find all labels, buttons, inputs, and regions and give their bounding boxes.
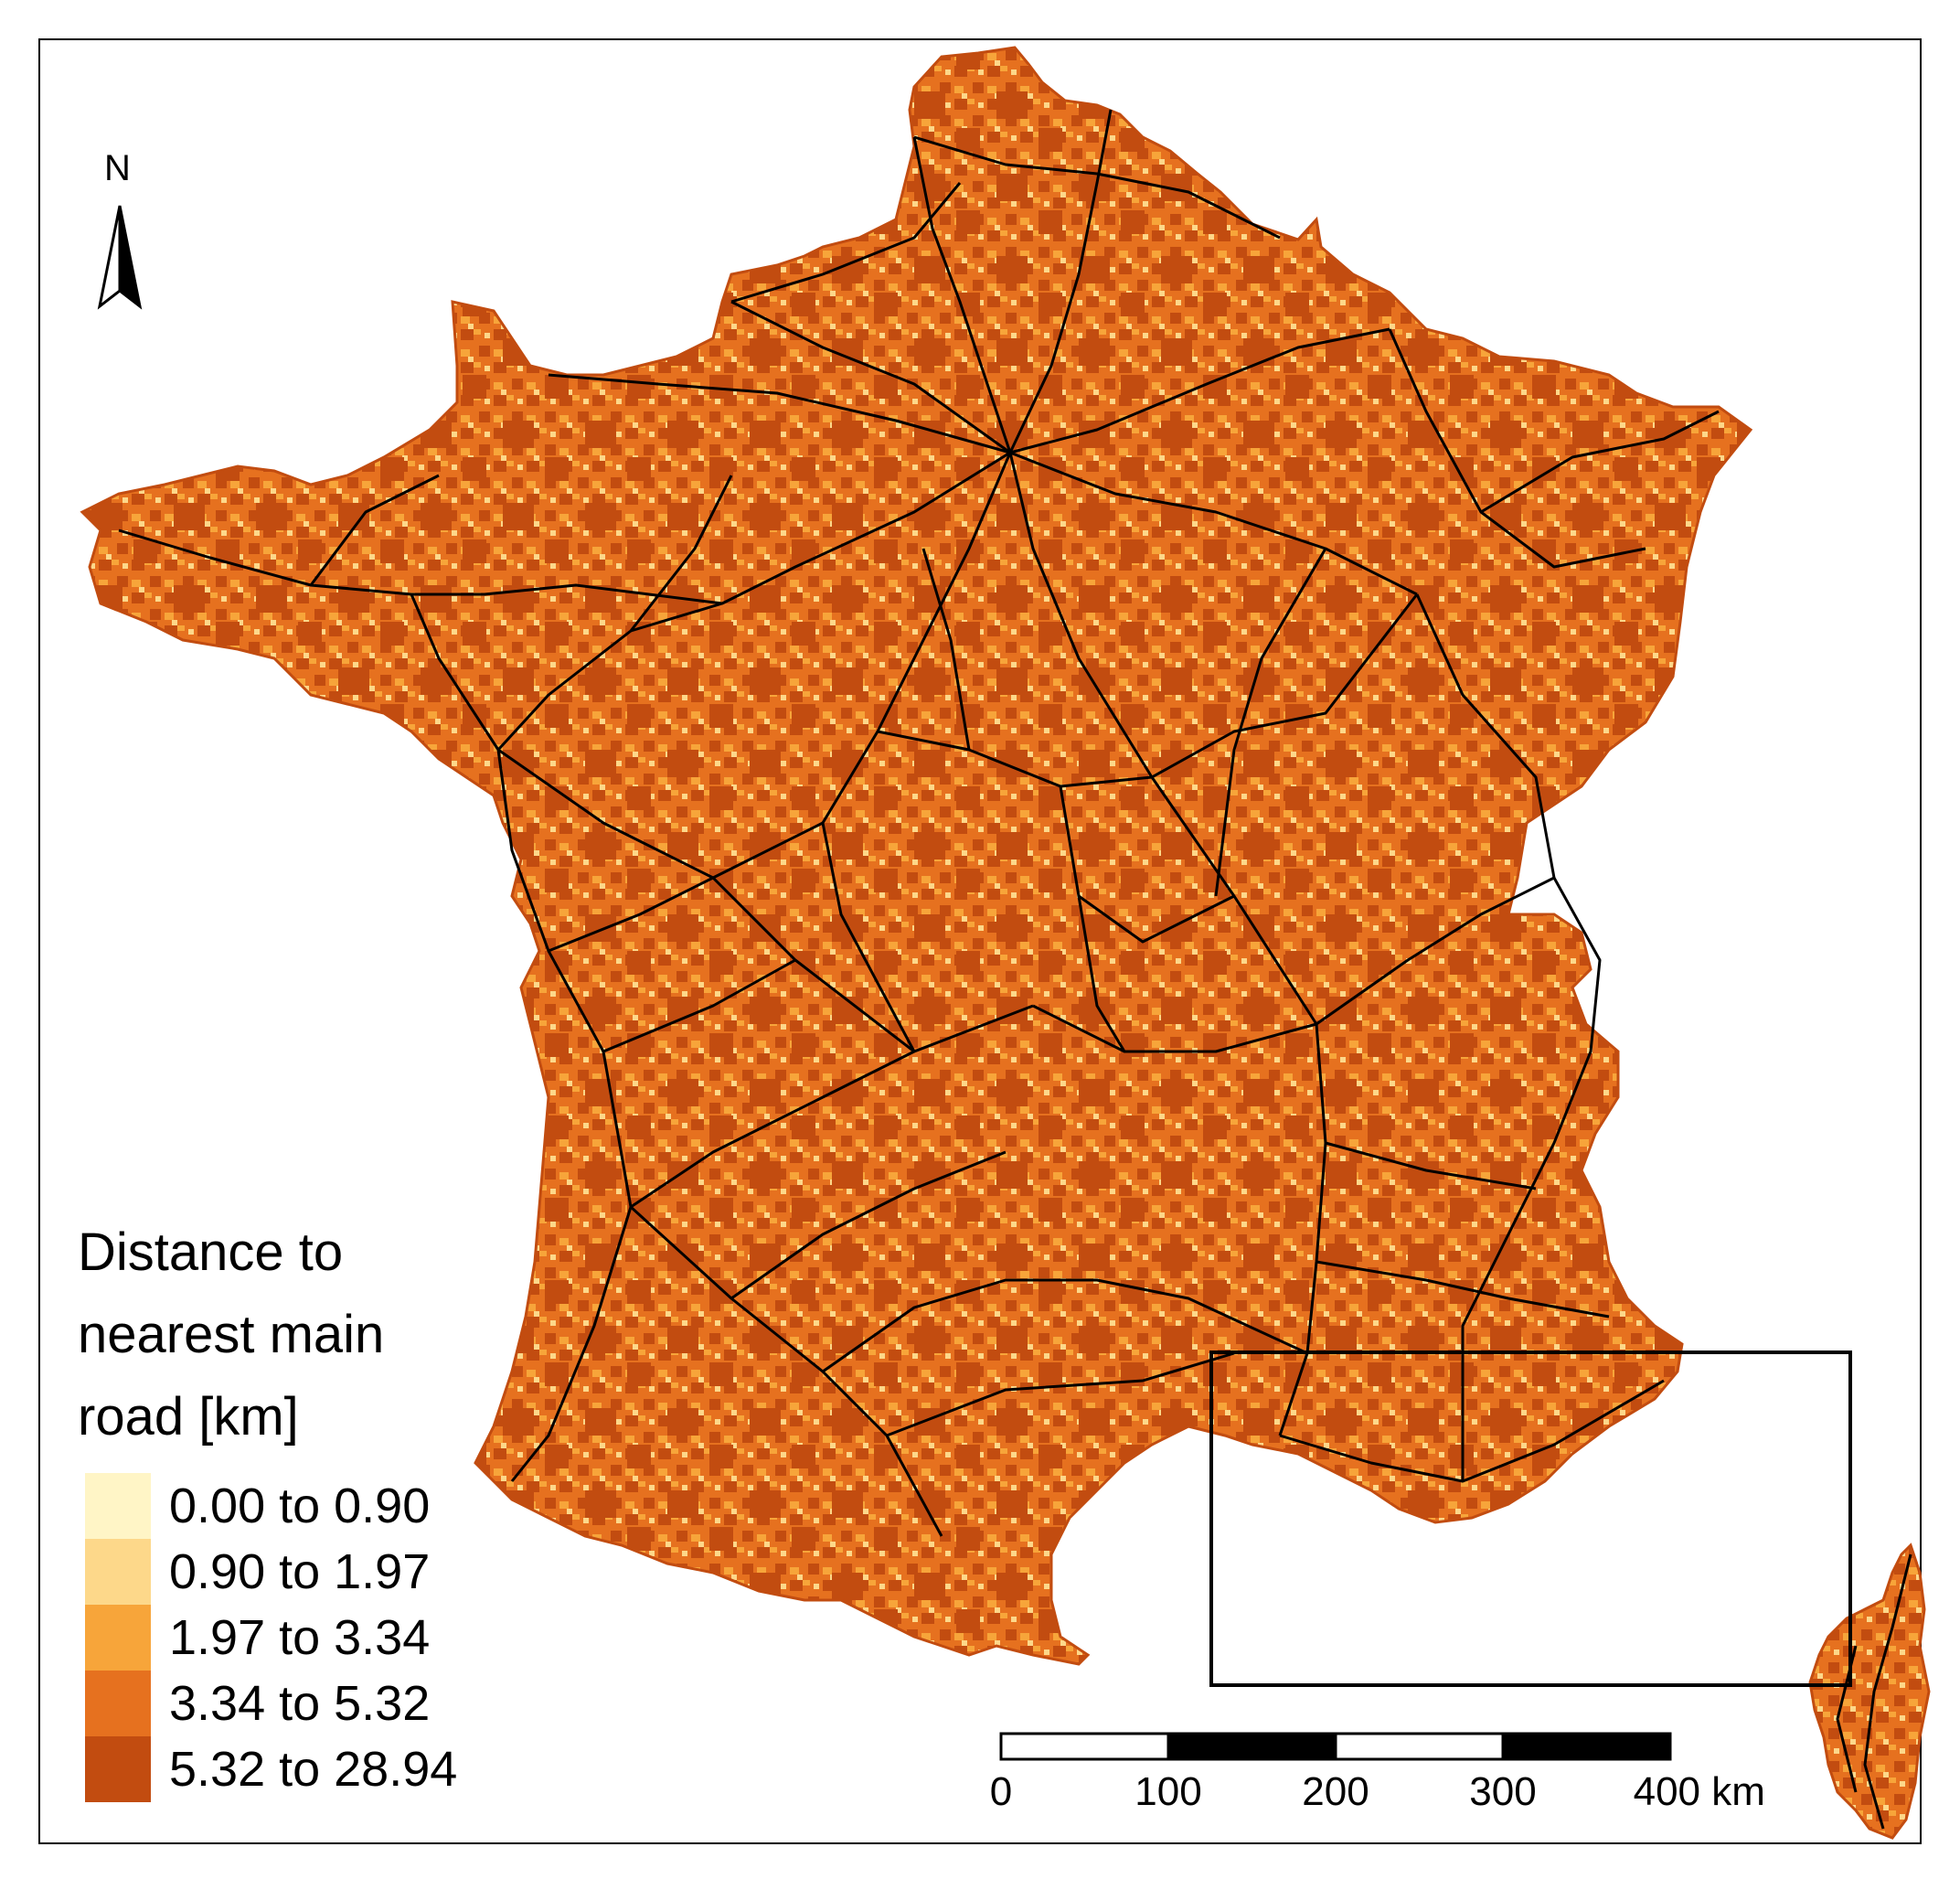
inset-box	[1209, 1351, 1852, 1687]
scale-tick-label: 100	[1134, 1769, 1202, 1814]
legend-swatch	[85, 1605, 151, 1671]
legend-item: 1.97 to 3.34	[85, 1605, 430, 1671]
road-network	[118, 109, 1912, 1830]
legend-label: 3.34 to 5.32	[169, 1676, 431, 1731]
legend-swatch	[85, 1539, 151, 1605]
legend-item: 0.90 to 1.97	[85, 1539, 430, 1605]
france-mainland-texture	[80, 46, 1753, 1666]
legend-swatch	[85, 1671, 151, 1736]
scale-bar	[999, 1732, 1672, 1761]
legend-item: 3.34 to 5.32	[85, 1671, 430, 1736]
north-label: N	[104, 148, 131, 188]
legend-label: 1.97 to 3.34	[169, 1610, 431, 1665]
scale-tick-label: 400 km	[1633, 1769, 1765, 1814]
legend-label: 5.32 to 28.94	[169, 1742, 458, 1797]
scale-tick-label: 0	[989, 1769, 1013, 1814]
legend-swatch	[85, 1473, 151, 1539]
corsica	[1808, 1543, 1931, 1840]
legend-item: 0.00 to 0.90	[85, 1473, 430, 1539]
scale-tick-label: 200	[1302, 1769, 1369, 1814]
legend-title-line-3: road [km]	[78, 1387, 299, 1447]
legend-label: 0.90 to 1.97	[169, 1544, 431, 1599]
legend-swatch	[85, 1736, 151, 1802]
legend-title-line-1: Distance to	[78, 1222, 344, 1282]
scale-tick-label: 300	[1469, 1769, 1537, 1814]
legend-label: 0.00 to 0.90	[169, 1479, 431, 1533]
north-arrow-icon	[97, 205, 143, 310]
legend-item: 5.32 to 28.94	[85, 1736, 457, 1802]
legend-title-line-2: nearest main	[78, 1305, 385, 1364]
